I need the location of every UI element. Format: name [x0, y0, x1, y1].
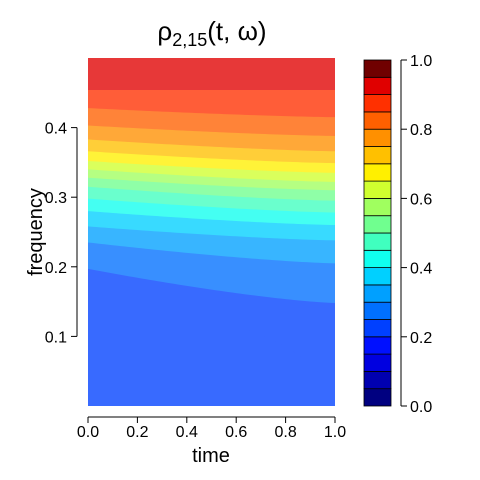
y-tick-label: 0.3 [45, 190, 67, 207]
colorbar-swatch [363, 301, 392, 320]
colorbar-tick-label: 1.0 [410, 53, 432, 70]
colorbar-swatch [363, 284, 392, 303]
colorbar-tick-label: 0.8 [410, 122, 432, 139]
colorbar-swatch [363, 128, 392, 147]
colorbar-tick-label: 0.6 [410, 191, 432, 208]
x-tick-label: 0.0 [77, 424, 99, 441]
colorbar-swatch [363, 249, 392, 269]
colorbar-tick-label: 0.0 [410, 399, 432, 416]
y-tick-label: 0.4 [45, 121, 67, 138]
heatmap-plot-area [88, 58, 335, 406]
colorbar-swatch [363, 353, 392, 372]
y-axis: 0.1 0.2 0.3 0.4 [45, 121, 78, 346]
y-tick-label: 0.1 [45, 329, 67, 346]
plot-wash [88, 58, 335, 406]
x-axis: 0.0 0.2 0.4 0.6 0.8 1.0 [77, 416, 346, 441]
x-tick-label: 0.2 [126, 424, 148, 441]
x-tick-label: 0.6 [225, 424, 247, 441]
colorbar-tick-label: 0.2 [410, 330, 432, 347]
colorbar-swatch [363, 215, 392, 234]
colorbar-swatch [363, 111, 392, 130]
contour-band [88, 58, 335, 91]
colorbar-swatch [363, 388, 392, 407]
colorbar-swatch [363, 197, 392, 217]
colorbar-swatch [363, 336, 392, 355]
colorbar-swatch [363, 76, 392, 96]
chart-title: ρ2,15(t, ω) [157, 16, 266, 50]
colorbar-swatch [363, 319, 392, 338]
colorbar-axis: 0.0 0.2 0.4 0.6 0.8 1.0 [400, 53, 432, 416]
y-tick-label: 0.2 [45, 260, 67, 277]
y-axis-label: frequency [25, 188, 47, 276]
colorbar-swatch [363, 94, 392, 113]
colorbar-swatch [363, 59, 392, 78]
colorbar-swatch [363, 146, 392, 165]
colorbar-swatch [363, 370, 392, 390]
x-tick-label: 0.4 [176, 424, 198, 441]
x-tick-label: 1.0 [324, 424, 346, 441]
colorbar-swatch [363, 232, 392, 251]
x-axis-label: time [192, 445, 230, 467]
colorbar-tick-label: 0.4 [410, 261, 432, 278]
colorbar [363, 59, 392, 407]
x-tick-label: 0.8 [274, 424, 296, 441]
colorbar-swatch [363, 163, 392, 182]
colorbar-swatch [363, 267, 392, 286]
colorbar-swatch [363, 180, 392, 199]
